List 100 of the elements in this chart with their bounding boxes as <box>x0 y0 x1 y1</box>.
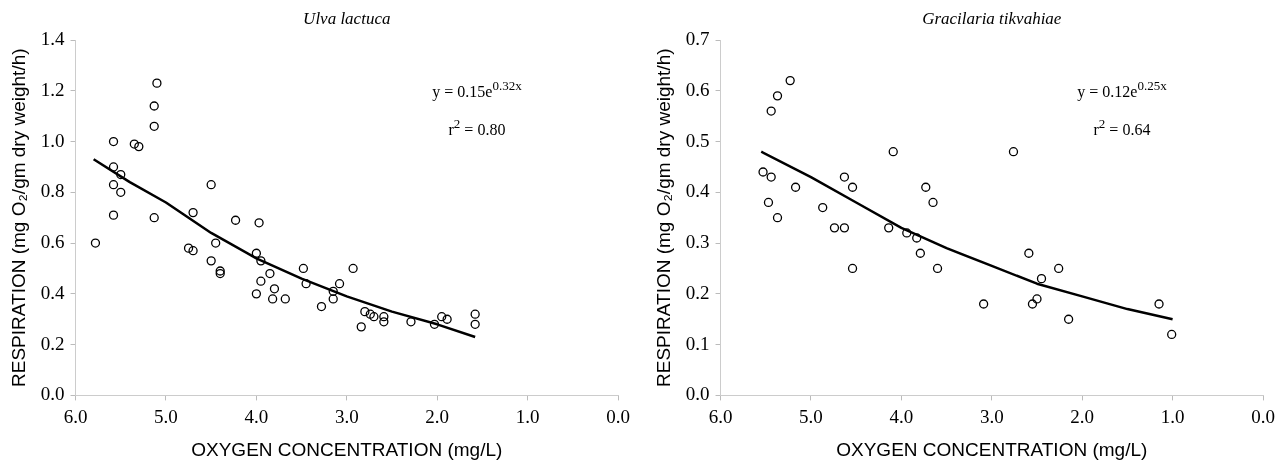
point <box>829 223 840 233</box>
point <box>360 306 370 317</box>
point <box>932 263 943 274</box>
point <box>301 279 311 289</box>
point <box>369 312 379 322</box>
x-axis-title: OXYGEN CONCENTRATION (mg/L) <box>191 438 503 460</box>
x-tick-label: 2.0 <box>425 405 450 427</box>
point <box>839 223 850 233</box>
point <box>1008 147 1019 157</box>
point <box>149 121 159 131</box>
point <box>839 172 850 182</box>
y-tick-label: 0.4 <box>685 180 711 202</box>
point <box>772 91 783 101</box>
point <box>230 215 241 225</box>
y-tick-label: 0.4 <box>40 281 66 303</box>
x-tick-label: 0.0 <box>606 405 630 427</box>
point <box>1036 273 1047 284</box>
point <box>188 207 198 218</box>
chart-title: Gracilaria tikvahiae <box>922 9 1062 28</box>
point <box>211 238 221 248</box>
y-tick-label: 0.6 <box>685 78 710 100</box>
point <box>269 284 280 294</box>
x-tick-label: 6.0 <box>708 405 733 427</box>
point <box>134 141 144 152</box>
y-tick-label: 0.6 <box>40 231 65 253</box>
point <box>758 167 768 177</box>
x-tick-label: 3.0 <box>979 405 1004 427</box>
point <box>1054 263 1064 274</box>
y-tick-label: 0.8 <box>40 180 65 202</box>
point <box>429 319 440 329</box>
point <box>298 263 309 274</box>
point <box>928 197 938 208</box>
point <box>1154 299 1164 309</box>
point <box>915 248 925 258</box>
y-axis-title: RESPIRATION (mg O₂/gm dry weight/h) <box>7 48 29 387</box>
point <box>978 299 989 309</box>
chart-title: Ulva lactuca <box>303 9 391 28</box>
point <box>470 319 480 329</box>
point <box>280 294 290 304</box>
y-tick-label: 0.0 <box>40 383 65 405</box>
x-tick-label: 0.0 <box>1251 405 1275 427</box>
point <box>348 263 358 274</box>
point <box>108 162 119 172</box>
point <box>256 276 266 286</box>
y-tick-label: 1.4 <box>40 27 66 49</box>
point <box>790 182 801 192</box>
point <box>766 172 776 182</box>
x-tick-label: 3.0 <box>334 405 359 427</box>
point <box>763 197 774 208</box>
y-axis-title: RESPIRATION (mg O₂/gm dry weight/h) <box>652 48 674 387</box>
point <box>256 256 266 266</box>
point <box>379 312 389 322</box>
point <box>251 289 262 299</box>
y-tick-label: 0.2 <box>40 332 65 354</box>
y-tick-label: 1.0 <box>40 129 65 151</box>
point <box>921 182 931 192</box>
x-tick-label: 1.0 <box>1160 405 1185 427</box>
point <box>912 233 922 243</box>
point <box>785 75 795 86</box>
point <box>116 169 126 180</box>
point <box>1024 248 1034 258</box>
y-tick-label: 0.1 <box>685 332 710 354</box>
x-tick-label: 6.0 <box>63 405 88 427</box>
point <box>152 78 162 88</box>
point <box>365 309 375 319</box>
point <box>884 223 894 233</box>
point <box>888 147 898 157</box>
point <box>1063 314 1074 324</box>
point <box>328 286 338 296</box>
x-tick-label: 5.0 <box>799 405 823 427</box>
point <box>254 218 264 228</box>
point <box>316 301 327 312</box>
y-tick-label: 0.7 <box>685 27 710 49</box>
point <box>1032 294 1042 304</box>
x-axis-title: OXYGEN CONCENTRATION (mg/L) <box>836 438 1148 460</box>
x-tick-label: 4.0 <box>244 405 269 427</box>
y-tick-label: 0.3 <box>685 231 710 253</box>
x-tick-label: 5.0 <box>154 405 178 427</box>
y-tick-label: 0.2 <box>685 281 710 303</box>
point <box>847 263 858 274</box>
x-tick-label: 2.0 <box>1070 405 1095 427</box>
point <box>108 136 119 147</box>
point <box>265 268 275 279</box>
y-tick-label: 1.2 <box>40 78 65 100</box>
point <box>772 213 783 223</box>
point <box>251 248 262 258</box>
point <box>188 246 198 256</box>
point <box>334 279 345 289</box>
point <box>902 228 912 238</box>
point <box>437 312 447 322</box>
point <box>328 294 338 304</box>
x-tick-label: 1.0 <box>515 405 540 427</box>
point <box>766 106 776 116</box>
point <box>470 309 480 319</box>
point <box>183 243 194 253</box>
point <box>149 213 159 223</box>
point <box>149 101 159 111</box>
point <box>206 256 216 266</box>
point <box>267 294 278 304</box>
point <box>108 180 119 190</box>
